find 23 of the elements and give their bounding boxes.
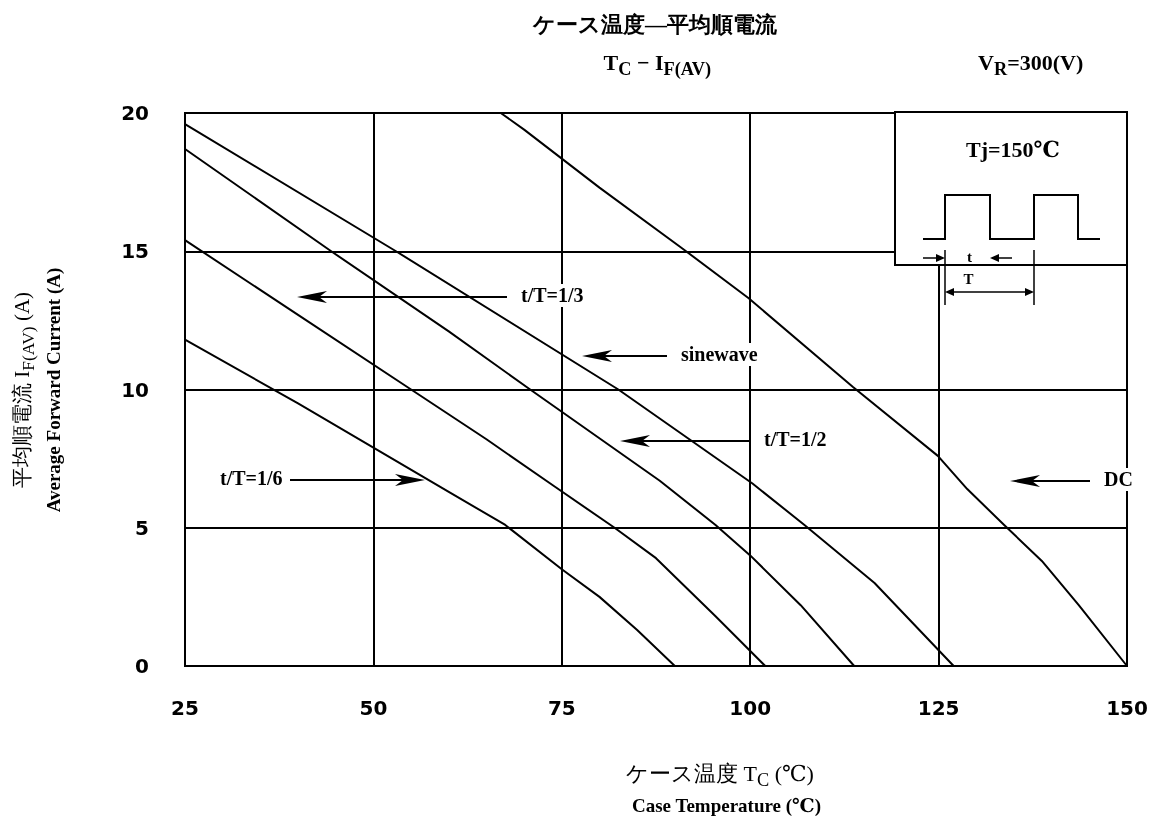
annotation: DC [1102,467,1135,491]
annotation: t/T=1/6 [218,466,285,490]
x-tick-label: 75 [547,696,576,720]
y-tick-label: 20 [121,101,149,125]
chart-subtitle: T$_{C}$ − I$_{F(AV)}$ [603,50,712,81]
x-tick-label: 100 [729,696,772,720]
annotation: t [967,248,972,266]
annotation: sinewave [679,342,760,366]
x-tick-label: 50 [359,696,388,720]
y-tick-label: 15 [121,239,149,264]
x-axis-title: ケース温度 T$_{C}$ (℃) Case Temperature (℃) [626,760,822,817]
annotation: Tj=150℃ [966,136,1060,163]
annotation: t/T=1/2 [762,427,829,451]
x-tick-label: 25 [171,696,199,720]
annotation: t/T=1/3 [519,283,586,307]
y-tick-label: 0 [135,654,149,678]
y-tick-label: 10 [121,377,149,402]
annotation: T [963,270,974,288]
x-tick-label: 125 [917,696,960,720]
y-tick-label: 5 [135,515,149,540]
text: V$_{R}$=300(V) [978,50,1084,81]
x-tick-label: 150 [1106,696,1148,720]
chart-title: ケース温度―平均順電流 [533,11,777,39]
